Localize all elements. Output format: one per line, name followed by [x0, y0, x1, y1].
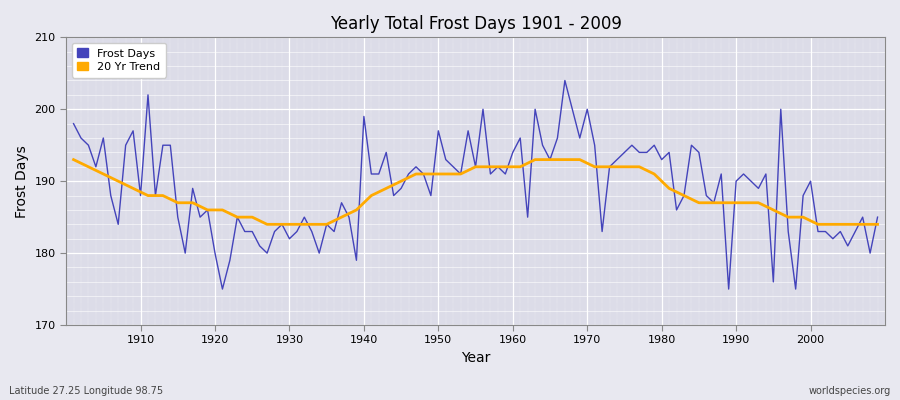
Text: worldspecies.org: worldspecies.org: [809, 386, 891, 396]
Title: Yearly Total Frost Days 1901 - 2009: Yearly Total Frost Days 1901 - 2009: [329, 15, 622, 33]
Legend: Frost Days, 20 Yr Trend: Frost Days, 20 Yr Trend: [72, 43, 166, 78]
Y-axis label: Frost Days: Frost Days: [15, 145, 29, 218]
Text: Latitude 27.25 Longitude 98.75: Latitude 27.25 Longitude 98.75: [9, 386, 163, 396]
X-axis label: Year: Year: [461, 351, 491, 365]
